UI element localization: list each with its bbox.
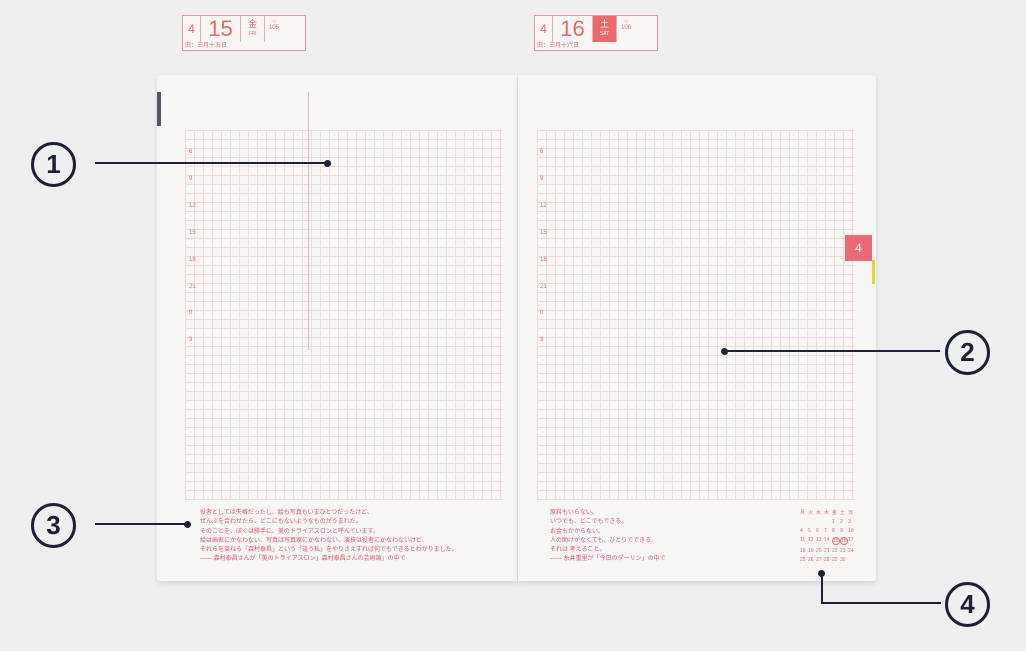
time-label: 21: [189, 283, 196, 290]
calendar-day: 5: [808, 528, 811, 534]
left-quote: 役者としては失格だったし、絵も写真もいまひとつだったけど、 ぜんぶを合わせたら、ど…: [200, 510, 458, 563]
calendar-day: [800, 519, 808, 525]
right-quote: 原料もいらない。 いつでも、どこでもできる。 お金もかからない。 人の助けがなくても、…: [550, 510, 666, 563]
moon-icon: ○ 106: [620, 19, 631, 31]
leader-dot: [184, 521, 191, 528]
calendar-day: 11: [800, 537, 806, 543]
leader-line: [725, 350, 940, 352]
time-label: 0: [189, 310, 193, 317]
lunar-date: 旧：三月十五日: [185, 43, 228, 49]
calendar-header: 土: [840, 510, 846, 516]
calendar-day: 18: [800, 548, 806, 554]
divider: [308, 92, 309, 350]
leader-line: [821, 573, 823, 603]
moon-icon: ○ 105: [268, 19, 279, 31]
left-grid: [185, 130, 503, 500]
calendar-day: 3: [848, 519, 851, 525]
calendar-header: 水: [816, 510, 822, 516]
day: 16: [553, 16, 593, 42]
calendar-header: 月: [800, 510, 806, 516]
calendar-day: 15: [832, 537, 840, 545]
calendar-day: 10: [848, 528, 854, 534]
time-label: 0: [540, 310, 544, 317]
calendar-day: 20: [816, 548, 822, 554]
calendar-header: 木: [824, 510, 830, 516]
calendar-day: [808, 519, 816, 525]
time-label: 3: [540, 337, 544, 344]
calendar-header: 火: [808, 510, 814, 516]
calendar-day: 12: [808, 537, 814, 543]
time-label: 21: [540, 283, 547, 290]
weekday: 金 FRI: [241, 16, 265, 42]
leader-line: [95, 523, 187, 525]
month: 4: [535, 16, 553, 42]
calendar-day: 21: [824, 548, 830, 554]
callout-1: 1: [31, 142, 76, 187]
calendar-day: 17: [848, 537, 854, 543]
time-label: 6: [189, 149, 193, 155]
mini-calendar: 月火水木金土日 1 2 3 4 5 6 7 8 9 10 11 12 13 14 15 16 17 18 19 20 21…: [800, 509, 856, 563]
day: 15: [201, 16, 241, 42]
callout-2: 2: [945, 330, 990, 375]
leader-dot: [721, 348, 728, 355]
calendar-day: 27: [816, 557, 822, 563]
calendar-day: [816, 519, 824, 525]
calendar-day: 6: [816, 528, 819, 534]
calendar-day: 8: [832, 528, 835, 534]
calendar-day: 29: [832, 557, 838, 563]
left-date-header: 4 15 金 FRI ○ 105 旧：三月十五日: [182, 15, 306, 51]
time-label: 12: [540, 202, 547, 209]
calendar-day: 24: [848, 548, 854, 554]
calendar-day: 13: [816, 537, 822, 543]
calendar-day: 1: [832, 519, 835, 525]
time-label: 18: [189, 256, 196, 263]
callout-3: 3: [31, 503, 76, 548]
lunar-date: 旧：三月十六日: [537, 43, 580, 49]
calendar-day: 2: [840, 519, 843, 525]
right-date-header: 4 16 土 SAT ○ 106 旧：三月十六日: [534, 15, 658, 51]
time-label: 3: [189, 337, 193, 344]
month: 4: [183, 16, 201, 42]
time-label: 18: [540, 256, 547, 263]
callout-4: 4: [945, 582, 990, 627]
calendar-day: 16: [840, 537, 848, 545]
month-tab[interactable]: 4: [845, 235, 872, 261]
calendar-day: 14: [824, 537, 830, 543]
calendar-day: 25: [800, 557, 806, 563]
calendar-day: 23: [840, 548, 846, 554]
index-tab: [872, 260, 875, 284]
time-label: 9: [189, 175, 193, 182]
time-label: 6: [540, 149, 544, 155]
calendar-header: 金: [832, 510, 838, 516]
calendar-day: 22: [832, 548, 838, 554]
time-label: 15: [540, 229, 547, 236]
calendar-day: 26: [808, 557, 814, 563]
calendar-header: 日: [848, 510, 854, 516]
right-grid: [537, 130, 855, 500]
time-label: 15: [189, 229, 196, 236]
calendar-day: 30: [840, 557, 846, 563]
calendar-day: 19: [808, 548, 814, 554]
leader-line: [95, 162, 327, 164]
leader-dot: [324, 160, 331, 167]
leader-line: [821, 602, 941, 604]
weekday: 土 SAT: [593, 16, 617, 42]
calendar-day: 4: [800, 528, 803, 534]
bookmark-ribbon: [157, 92, 161, 126]
time-label: 9: [540, 175, 544, 182]
calendar-day: 9: [840, 528, 843, 534]
time-label: 12: [189, 202, 196, 209]
calendar-day: 7: [824, 528, 827, 534]
calendar-day: 28: [824, 557, 830, 563]
calendar-day: [824, 519, 832, 525]
leader-dot: [818, 570, 825, 577]
